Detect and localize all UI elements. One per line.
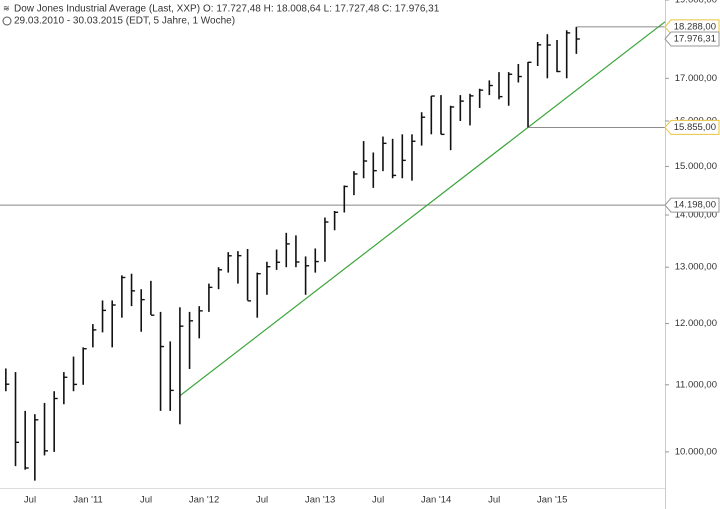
x-tick-label: Jan '15: [537, 495, 567, 506]
x-tick-label: Jul: [256, 495, 268, 506]
price-tag: [664, 119, 720, 135]
icon: ≋: [3, 4, 10, 13]
price-tag-label: 14.198,00: [674, 200, 716, 211]
x-tick-label: Jan '13: [305, 495, 335, 506]
header-range: 29.03.2010 - 30.03.2015 (EDT, 5 Jahre, 1…: [14, 16, 235, 27]
x-tick-label: Jul: [372, 495, 384, 506]
y-tick-label: 17.000,00: [675, 73, 717, 84]
header-title: Dow Jones Industrial Average (Last, XXP): [14, 4, 200, 15]
price-tag-label: 17.976,31: [674, 34, 716, 45]
x-tick-label: Jan '14: [421, 495, 451, 506]
clock-icon: [2, 16, 12, 26]
y-tick-label: 19.000,00: [675, 0, 717, 6]
y-tick-label: 10.000,00: [675, 446, 717, 457]
price-tag-label: 18.288,00: [674, 21, 716, 32]
header-ohlc: O: 17.727,48 H: 18.008,64 L: 17.727,48 C…: [203, 4, 440, 15]
y-tick-label: 15.000,00: [675, 161, 717, 172]
trendline: [179, 21, 666, 397]
x-tick-label: Jul: [24, 495, 36, 506]
x-tick-label: Jan '12: [189, 495, 219, 506]
y-tick-label: 12.000,00: [675, 318, 717, 329]
x-tick-label: Jul: [140, 495, 152, 506]
x-tick-label: Jul: [488, 495, 500, 506]
price-tag: [664, 197, 720, 213]
plot: [0, 21, 666, 481]
x-tick-label: Jan '11: [73, 495, 103, 506]
price-tag: [664, 31, 720, 47]
header-bg: [1, 1, 421, 28]
y-tick-label: 14.000,00: [675, 210, 717, 221]
y-tick-label: 13.000,00: [675, 262, 717, 273]
price-tag-label: 15.855,00: [674, 122, 716, 133]
y-tick-label: 11.000,00: [675, 379, 717, 390]
